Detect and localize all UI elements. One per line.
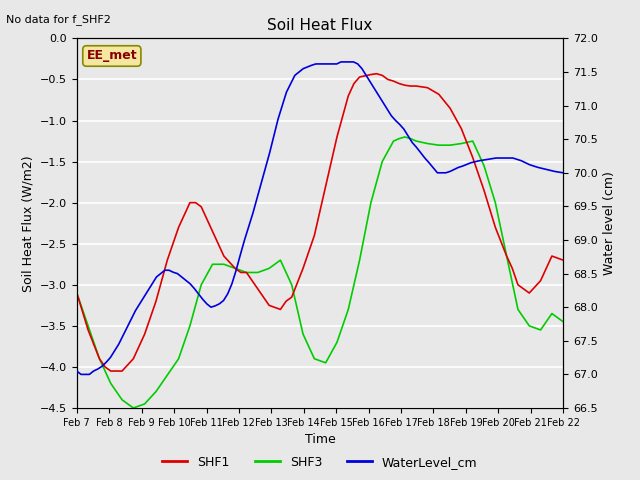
Text: EE_met: EE_met — [86, 49, 137, 62]
Y-axis label: Water level (cm): Water level (cm) — [604, 171, 616, 275]
Y-axis label: Soil Heat Flux (W/m2): Soil Heat Flux (W/m2) — [21, 155, 35, 291]
X-axis label: Time: Time — [305, 433, 335, 446]
Legend: SHF1, SHF3, WaterLevel_cm: SHF1, SHF3, WaterLevel_cm — [157, 451, 483, 474]
Title: Soil Heat Flux: Soil Heat Flux — [268, 18, 372, 33]
Text: No data for f_SHF2: No data for f_SHF2 — [6, 14, 111, 25]
